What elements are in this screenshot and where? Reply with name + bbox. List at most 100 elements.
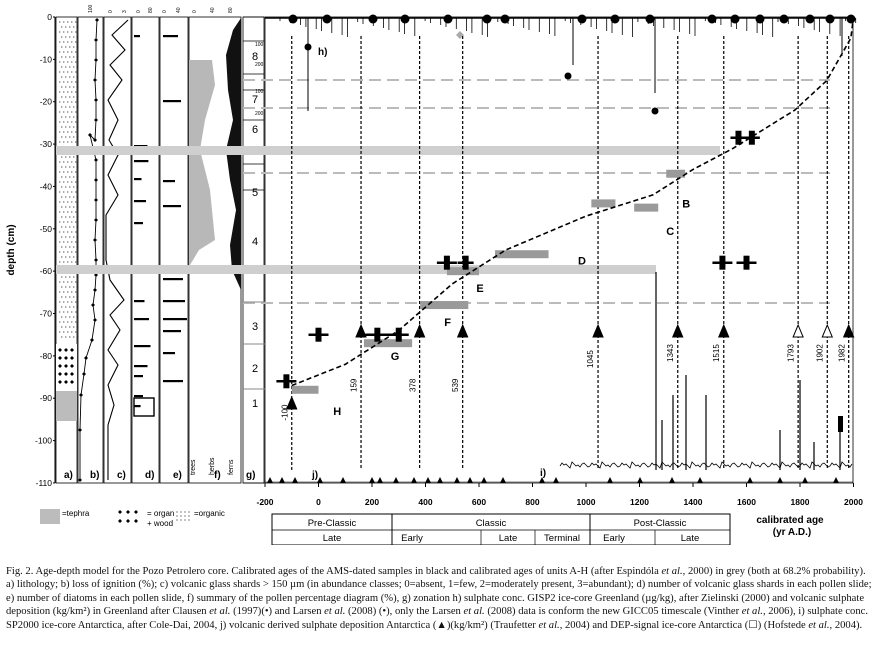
organic-dot [69, 186, 71, 188]
ams-age-marker [743, 255, 750, 270]
antarctic-deposition-triangle [500, 477, 506, 483]
organic-dot [59, 231, 61, 233]
diatom-count-bar [163, 330, 181, 333]
caption-part: , 2004) and DEP-signal ice-core Antarcti… [559, 619, 809, 631]
loi-point [93, 318, 97, 322]
panel-letter: g) [246, 470, 255, 481]
antarctic-deposition-triangle [340, 477, 346, 483]
organic-dot [59, 61, 61, 63]
organic-dot [71, 71, 73, 73]
glass-count-bar [134, 178, 142, 181]
arrow-year-label: 1045 [586, 350, 595, 368]
loi-point [94, 178, 98, 182]
organic-dot [75, 191, 77, 193]
y-axis-label: depth (cm) [6, 224, 17, 275]
age-arrow [821, 323, 834, 338]
organic-dot [184, 519, 186, 521]
antarctic-deposition-triangle [467, 477, 473, 483]
organic-dot [63, 231, 65, 233]
panel-letter: f) [214, 470, 221, 481]
organic-dot [180, 519, 182, 521]
organic-dot [73, 136, 75, 138]
organic-dot [61, 236, 63, 238]
organic-dot [63, 81, 65, 83]
unit-label: F [444, 317, 451, 329]
caption-part: , 2004). [829, 619, 863, 631]
arrow-year-label: 1793 [787, 344, 796, 362]
svg-text:40: 40 [210, 7, 216, 13]
organic-dot [65, 336, 67, 338]
loi-point [90, 338, 94, 342]
antarctic-deposition-triangle [393, 477, 399, 483]
organic-dot [63, 181, 65, 183]
organic-dot [75, 301, 77, 303]
organic-dot [75, 171, 77, 173]
arrow-year-label: 1902 [816, 344, 825, 362]
sulphate-deposition-dot [846, 14, 856, 24]
organic-dot [69, 336, 71, 338]
antarctic-deposition-triangle [637, 477, 643, 483]
organic-dot [59, 71, 61, 73]
unit-age-range [420, 301, 469, 310]
organic-dot [63, 291, 65, 293]
tephra-band [56, 146, 720, 155]
organic-dot [67, 91, 69, 93]
y-tick-label: -100 [35, 436, 52, 446]
loi-panel [77, 16, 104, 484]
antarctic-deposition-triangle [377, 477, 383, 483]
organic-dot [73, 126, 75, 128]
organic-dot [63, 21, 65, 23]
organic-dot [63, 41, 65, 43]
organic-dot [71, 161, 73, 163]
organic-dot [65, 326, 67, 328]
organic-dot [63, 211, 65, 213]
organic-dot [71, 291, 73, 293]
organic-dot [69, 36, 71, 38]
ams-age-marker [748, 130, 755, 145]
organic-dot [75, 241, 77, 243]
antarctic-deposition-triangle [802, 477, 808, 483]
glass-count-bar [134, 222, 143, 225]
sulphate-deposition-dot [500, 14, 510, 24]
organic-dot [75, 51, 77, 53]
diatom-count-bar [163, 318, 187, 321]
antarctic-deposition-triangle [292, 477, 298, 483]
lithology-panel [55, 16, 79, 484]
loi-point [84, 356, 88, 360]
sulphate-deposition-dot [707, 14, 717, 24]
loi-point [94, 218, 98, 222]
organic-dot [73, 226, 75, 228]
y-tick-label: 0 [47, 12, 52, 22]
ams-age-marker [315, 327, 322, 342]
organic-dot [67, 111, 69, 113]
organic-dot [65, 246, 67, 248]
organic-dot [69, 56, 71, 58]
organic-dot [75, 331, 77, 333]
organic-dot [69, 246, 71, 248]
loi-point [88, 133, 92, 137]
organic-dot [73, 166, 75, 168]
organic-dot [67, 191, 69, 193]
diatom-count-bar [163, 205, 181, 208]
svg-text:100: 100 [88, 4, 94, 13]
organic-dot [71, 251, 73, 253]
panel-letter: h) [318, 47, 327, 58]
organic-dot [59, 281, 61, 283]
organic-dot [63, 31, 65, 33]
organic-dot [63, 221, 65, 223]
organic-dot [59, 111, 61, 113]
organic-dot [67, 101, 69, 103]
diatom-count-bar [163, 100, 181, 103]
sulphate-deposition-dot [577, 14, 587, 24]
organic-dot [73, 196, 75, 198]
legend-organic: =organic [194, 509, 225, 518]
unit-label: B [682, 198, 690, 210]
wood-symbol [118, 510, 122, 514]
organic-dot [65, 86, 67, 88]
organic-dot [59, 131, 61, 133]
period-classic: Classic [476, 518, 507, 529]
organic-dot [188, 511, 190, 513]
sulphate-deposition-dot [651, 107, 659, 115]
sulphate-deposition-dot [288, 14, 298, 24]
legend: =tephra = organic + wood =organic [40, 509, 225, 528]
